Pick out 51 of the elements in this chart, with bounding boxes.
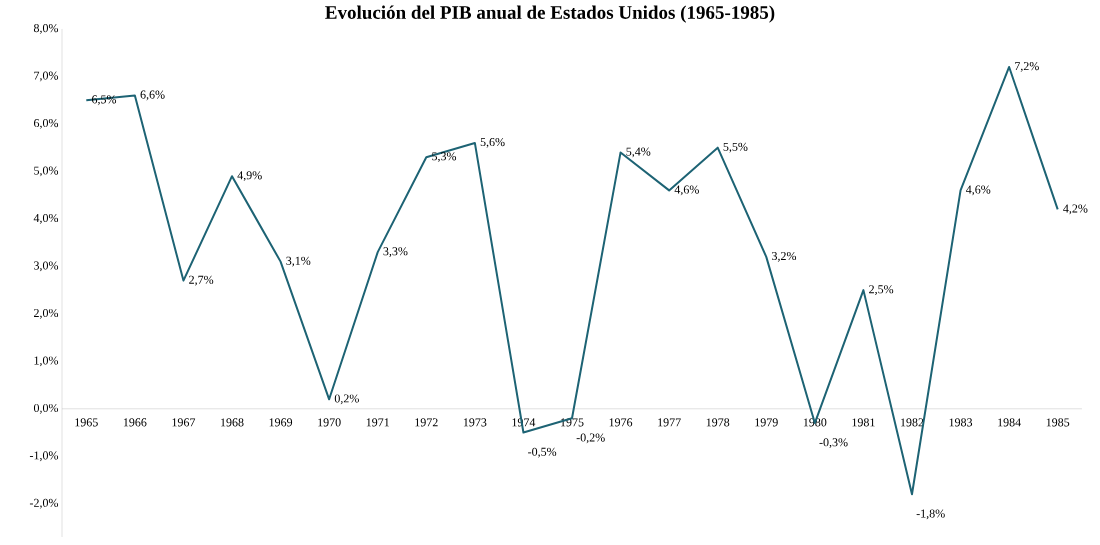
x-tick-label: 1982 [901,418,924,427]
y-tick-label: 6,0% [34,119,59,129]
data-label: -1,8% [916,509,945,520]
chart-title: Evolución del PIB anual de Estados Unidos (1965-1985) [325,5,775,23]
data-label: 4,6% [965,185,991,196]
data-label: 2,5% [869,285,894,296]
x-tick-label: 1973 [463,418,487,427]
data-label: 5,3% [432,152,457,163]
x-tick-label: 1970 [318,418,341,427]
data-label: 7,2% [1015,62,1039,72]
data-label: 5,4% [626,147,651,158]
y-tick-label: 1,0% [34,356,59,367]
x-tick-label: 1977 [658,418,681,427]
y-tick-label: 7,0% [34,71,59,82]
x-tick-label: 1976 [609,418,633,427]
x-tick-label: 1969 [269,418,293,427]
data-label: -0,5% [528,447,557,458]
x-tick-label: 1979 [755,418,778,427]
data-label: -0,3% [819,438,848,449]
data-label: 4,2% [1063,204,1088,215]
data-label: 2,7% [189,275,214,286]
y-tick-label: 2,0% [34,308,59,319]
y-tick-label: -2,0% [29,498,59,509]
x-tick-label: 1978 [706,418,730,427]
data-label: 0,2% [334,394,359,405]
x-tick-label: 1984 [998,418,1021,427]
x-tick-label: 1985 [1046,418,1070,427]
data-label: 5,5% [723,142,748,153]
data-label: 4,9% [237,171,262,182]
data-label: 3,3% [383,247,408,258]
y-tick-label: 3,0% [34,261,59,272]
data-label: 3,2% [772,251,797,262]
y-tick-label: -1,0% [29,451,59,462]
x-tick-label: 1972 [415,418,438,427]
x-tick-label: 1966 [123,418,147,427]
x-tick-label: 1980 [803,418,827,427]
y-tick-label: 0,0% [33,403,59,414]
data-label: 4,6% [674,185,699,196]
x-tick-label: 1981 [852,418,875,427]
data-label: 5,6% [480,138,505,148]
x-tick-label: 1965 [75,418,98,427]
x-tick-label: 1967 [172,418,196,427]
data-label: 3,1% [286,256,311,267]
x-tick-label: 1968 [221,418,244,427]
data-label: 6,6% [140,90,165,101]
data-label: -0,2% [576,433,605,444]
y-tick-label: 4,0% [33,213,59,224]
y-tick-label: 5,0% [34,166,59,177]
x-tick-label: 1983 [949,418,973,427]
y-tick-label: 8,0% [33,24,59,34]
x-tick-label: 1971 [366,418,389,427]
